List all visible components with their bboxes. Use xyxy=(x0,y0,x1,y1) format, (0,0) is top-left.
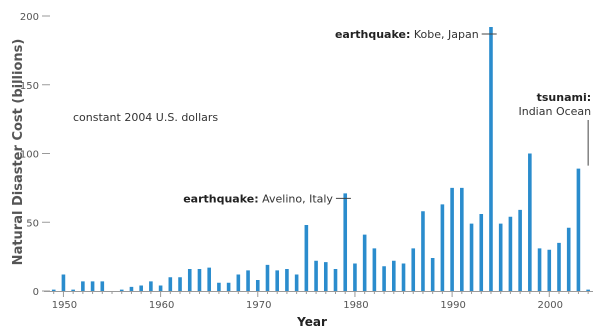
bar xyxy=(246,270,250,291)
bars xyxy=(51,27,590,291)
bar xyxy=(275,270,280,291)
annotation-tsunami-bold: tsunami: xyxy=(537,91,592,104)
bar xyxy=(265,264,270,291)
bar xyxy=(392,260,396,291)
bar xyxy=(450,187,454,291)
bar xyxy=(255,280,260,291)
annotation-bold: earthquake: xyxy=(335,28,410,41)
bar xyxy=(372,248,377,291)
bar xyxy=(129,286,134,291)
bar xyxy=(51,289,56,291)
dollars-note: constant 2004 U.S. dollars xyxy=(73,111,218,124)
bar xyxy=(333,269,338,291)
y-axis: 0 50 100 150 200 xyxy=(20,12,50,298)
bar xyxy=(207,267,211,291)
annotation-tsunami-text: Indian Ocean xyxy=(518,105,591,118)
bar xyxy=(557,242,561,291)
bar xyxy=(197,269,202,291)
bar xyxy=(236,274,241,291)
bar xyxy=(518,209,522,291)
bar xyxy=(362,234,367,291)
bar xyxy=(401,263,406,291)
bar xyxy=(382,266,386,291)
bar xyxy=(139,285,143,291)
bar xyxy=(61,274,66,291)
bar xyxy=(353,263,357,291)
bar xyxy=(100,281,105,291)
bar xyxy=(187,269,192,291)
annotation-kobe: earthquake: Kobe, Japan xyxy=(335,28,479,41)
bar xyxy=(528,153,532,291)
y-tick-label: 200 xyxy=(20,12,39,23)
bar xyxy=(537,248,542,291)
bar xyxy=(226,282,231,291)
y-tick-label: 150 xyxy=(20,81,39,92)
x-tick-label: 1970 xyxy=(246,300,271,311)
bar xyxy=(149,281,153,291)
x-tick-label: 1960 xyxy=(149,300,174,311)
bar xyxy=(294,274,299,291)
y-tick-label: 50 xyxy=(26,218,39,229)
bar xyxy=(285,269,289,291)
bar xyxy=(421,211,425,291)
y-tick-label: 100 xyxy=(20,150,39,161)
bar xyxy=(168,277,173,291)
bar xyxy=(479,214,484,291)
bar xyxy=(90,281,95,291)
bar xyxy=(81,281,85,291)
bar xyxy=(469,223,474,291)
x-tick-label: 1980 xyxy=(343,300,368,311)
bar xyxy=(586,289,590,291)
bar xyxy=(158,285,163,291)
bar xyxy=(119,289,124,291)
bar xyxy=(304,225,309,291)
x-tick-label: 2000 xyxy=(538,300,563,311)
bar xyxy=(314,260,318,291)
x-tick-label: 1990 xyxy=(440,300,465,311)
bar xyxy=(411,248,416,291)
y-tick-label: 0 xyxy=(33,287,39,298)
x-axis: 1950 1960 1970 1980 1990 2000 xyxy=(44,291,593,311)
bar xyxy=(460,187,464,291)
bar xyxy=(440,204,445,291)
annotation-bold: earthquake: xyxy=(183,192,258,205)
bar xyxy=(178,277,182,291)
bar xyxy=(566,227,571,291)
x-tick-label: 1950 xyxy=(52,300,77,311)
bar xyxy=(430,258,435,291)
bar xyxy=(489,27,493,291)
bar xyxy=(71,289,75,291)
y-axis-label: Natural Disaster Cost (billions) xyxy=(11,39,26,266)
bar xyxy=(498,223,503,291)
bar xyxy=(323,262,328,291)
bar xyxy=(217,282,221,291)
annotation-avelino: earthquake: Avelino, Italy xyxy=(183,192,333,205)
bar xyxy=(508,216,513,291)
bar xyxy=(343,193,348,291)
annotation-text: Avelino, Italy xyxy=(259,192,334,205)
bar xyxy=(576,168,581,291)
bar xyxy=(547,249,552,291)
x-axis-label: Year xyxy=(296,315,327,329)
annotation-text: Kobe, Japan xyxy=(410,28,478,41)
